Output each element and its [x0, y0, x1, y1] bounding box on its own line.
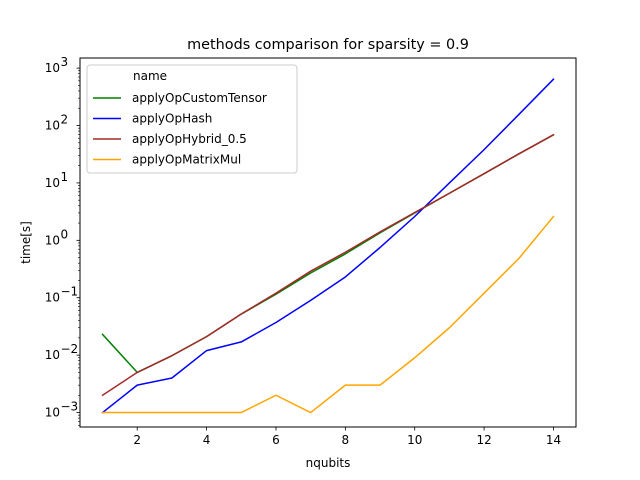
- chart-title: methods comparison for sparsity = 0.9: [187, 37, 469, 53]
- y-tick-exponent: −3: [61, 400, 79, 414]
- legend-label-2: applyOpHybrid_0.5: [132, 132, 247, 146]
- y-tick-label: 10: [45, 348, 60, 362]
- y-tick-label: 10: [45, 119, 60, 133]
- legend-label-3: applyOpMatrixMul: [132, 153, 241, 167]
- x-axis-label: nqubits: [306, 456, 351, 470]
- y-tick-label: 10: [45, 233, 60, 247]
- x-tick-label: 14: [546, 433, 561, 447]
- plot-frame: [79, 57, 577, 428]
- series-line-3: [101, 215, 555, 414]
- y-tick-label: 10: [45, 406, 60, 420]
- series-line-2: [101, 133, 555, 397]
- y-tick-exponent: −2: [61, 342, 79, 356]
- x-tick-label: 10: [407, 433, 422, 447]
- legend-label-0: applyOpCustomTensor: [132, 91, 267, 105]
- legend: name applyOpCustomTensorapplyOpHashapply…: [86, 64, 298, 174]
- legend-entries: applyOpCustomTensor applyOpHash applyOpHyb…: [93, 91, 267, 167]
- legend-title: name: [133, 69, 167, 83]
- series-layer: [101, 78, 555, 414]
- legend-box: [86, 64, 298, 174]
- series-line-1: [101, 78, 555, 414]
- x-tick-label: 4: [203, 433, 211, 447]
- y-tick-label: 10: [45, 291, 60, 305]
- y-tick-exponent: −1: [61, 285, 79, 299]
- y-tick-label: 10: [45, 176, 60, 190]
- x-tick-label: 6: [272, 433, 280, 447]
- y-tick-exponent: 1: [61, 170, 69, 184]
- y-tick-exponent: 0: [61, 227, 69, 241]
- y-tick-label: 10: [45, 61, 60, 75]
- x-tick-label: 8: [342, 433, 350, 447]
- x-axis: 2 4 6 8 10 12 14: [133, 427, 561, 447]
- x-tick-label: 12: [476, 433, 491, 447]
- y-tick-exponent: 3: [61, 55, 69, 69]
- y-axis-label: time[s]: [19, 221, 33, 264]
- legend-label-1: applyOpHash: [132, 112, 212, 126]
- y-tick-exponent: 2: [61, 113, 69, 127]
- x-tick-label: 2: [133, 433, 141, 447]
